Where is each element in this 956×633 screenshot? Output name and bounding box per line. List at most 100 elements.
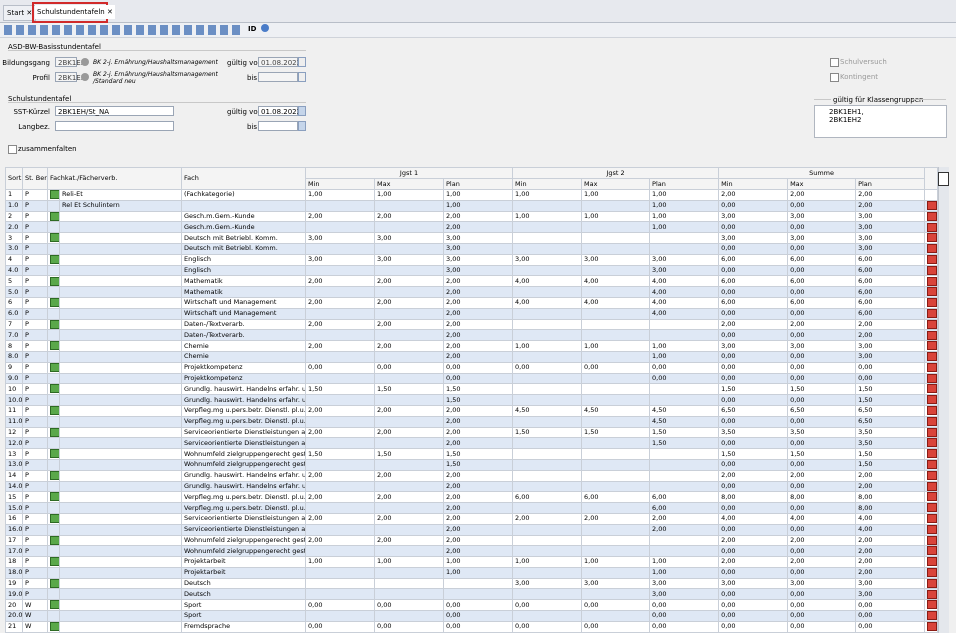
table-row[interactable]: 1.0PRel Et Schulintern1,001,000,000,002,… xyxy=(6,200,938,211)
table-row[interactable]: 14PGrundlg. hauswirt. Handelns erfahr. u… xyxy=(6,470,938,481)
edit-icon[interactable] xyxy=(50,471,60,480)
delete-button[interactable] xyxy=(927,590,937,599)
delete-button[interactable] xyxy=(927,406,937,415)
table-row[interactable]: 6PWirtschaft und Management2,002,002,004… xyxy=(6,297,938,308)
delete-button[interactable] xyxy=(927,384,937,393)
delete-button[interactable] xyxy=(927,482,937,491)
table-row[interactable]: 4.0PEnglisch3,003,000,000,006,00 xyxy=(6,265,938,276)
delete-button[interactable] xyxy=(927,212,937,221)
delete-button[interactable] xyxy=(927,374,937,383)
table-row[interactable]: 10PGrundlg. hauswirt. Handelns erfahr. u… xyxy=(6,384,938,395)
table-row[interactable]: 5.0PMathematik2,004,000,000,006,00 xyxy=(6,287,938,298)
edit-icon[interactable] xyxy=(50,622,60,631)
delete-button[interactable] xyxy=(927,536,937,545)
dropdown[interactable] xyxy=(298,57,306,67)
table-row[interactable]: 5PMathematik2,002,002,004,004,004,006,00… xyxy=(6,276,938,287)
edit-icon[interactable] xyxy=(50,233,60,242)
table-row[interactable]: 10.0PGrundlg. hauswirt. Handelns erfahr.… xyxy=(6,395,938,406)
checkbox[interactable] xyxy=(830,73,839,82)
delete-button[interactable] xyxy=(927,525,937,534)
delete-button[interactable] xyxy=(927,600,937,609)
delete-button[interactable] xyxy=(927,471,937,480)
column-header[interactable]: Plan xyxy=(650,179,719,190)
table-row[interactable]: 3.0PDeutsch mit Betriebl. Komm.3,000,000… xyxy=(6,243,938,254)
field[interactable]: 2BK1EH xyxy=(55,57,77,67)
table-row[interactable]: 4PEnglisch3,003,003,003,003,003,006,006,… xyxy=(6,254,938,265)
table-row[interactable]: 20.0WSport0,000,000,000,000,00 xyxy=(6,611,938,622)
delete-button[interactable] xyxy=(927,233,937,242)
table-row[interactable]: 11.0PVerpfleg.mg u.pers.betr. Dienstl. p… xyxy=(6,416,938,427)
delete-button[interactable] xyxy=(927,244,937,253)
help-icon[interactable] xyxy=(261,24,269,32)
table-row[interactable]: 2PGesch.m.Gem.-Kunde2,002,002,001,001,00… xyxy=(6,211,938,222)
field[interactable] xyxy=(55,121,174,131)
delete-button[interactable] xyxy=(927,223,937,232)
column-header[interactable]: Min xyxy=(719,179,788,190)
column-header[interactable]: Fachkat./Fächerverb. xyxy=(48,168,182,190)
edit-icon[interactable] xyxy=(50,536,60,545)
edit-icon[interactable] xyxy=(50,320,60,329)
column-header[interactable]: Fach xyxy=(182,168,306,190)
field[interactable] xyxy=(258,121,298,131)
table-row[interactable]: 9.0PProjektkompetenz0,000,000,000,000,00 xyxy=(6,373,938,384)
edit-icon[interactable] xyxy=(50,363,60,372)
delete-button[interactable] xyxy=(927,266,937,275)
column-header[interactable]: Max xyxy=(788,179,856,190)
edit-icon[interactable] xyxy=(50,492,60,501)
column-header[interactable]: Max xyxy=(375,179,444,190)
table-row[interactable]: 1PReli-Et(Fachkategorie)1,001,001,001,00… xyxy=(6,190,938,201)
edit-icon[interactable] xyxy=(50,277,60,286)
delete-button[interactable] xyxy=(927,557,937,566)
column-header[interactable]: Plan xyxy=(856,179,925,190)
tab[interactable]: Schulstundentafeln ✕ xyxy=(35,5,115,19)
delete-button[interactable] xyxy=(927,277,937,286)
delete-button[interactable] xyxy=(927,579,937,588)
edit-icon[interactable] xyxy=(50,557,60,566)
edit-icon[interactable] xyxy=(50,514,60,523)
delete-button[interactable] xyxy=(927,320,937,329)
delete-button[interactable] xyxy=(927,449,937,458)
table-row[interactable]: 19PDeutsch3,003,003,003,003,003,00 xyxy=(6,578,938,589)
table-row[interactable]: 17PWohnumfeld zielgruppengerecht gestal.… xyxy=(6,535,938,546)
table-row[interactable]: 13.0PWohnumfeld zielgruppengerecht gesta… xyxy=(6,459,938,470)
table-row[interactable]: 15.0PVerpfleg.mg u.pers.betr. Dienstl. p… xyxy=(6,503,938,514)
delete-button[interactable] xyxy=(927,428,937,437)
table-row[interactable]: 6.0PWirtschaft und Management2,004,000,0… xyxy=(6,308,938,319)
column-menu[interactable] xyxy=(938,172,949,186)
table-row[interactable]: 3PDeutsch mit Betriebl. Komm.3,003,003,0… xyxy=(6,233,938,244)
table-row[interactable]: 16.0PServiceorientierte Dienstleistungen… xyxy=(6,524,938,535)
table-row[interactable]: 8PChemie2,002,002,001,001,001,003,003,00… xyxy=(6,341,938,352)
edit-icon[interactable] xyxy=(50,212,60,221)
table-row[interactable]: 18PProjektarbeit1,001,001,001,001,001,00… xyxy=(6,557,938,568)
field[interactable]: 2BK1EH/St_NA xyxy=(55,106,174,116)
delete-button[interactable] xyxy=(927,341,937,350)
table-row[interactable]: 7.0PDaten-/Textverarb.2,000,000,002,00 xyxy=(6,330,938,341)
table-row[interactable]: 21WFremdsprache0,000,000,000,000,000,000… xyxy=(6,621,938,632)
delete-button[interactable] xyxy=(927,546,937,555)
edit-icon[interactable] xyxy=(50,449,60,458)
delete-button[interactable] xyxy=(927,298,937,307)
table-row[interactable]: 12PServiceorientierte Dienstleistungen a… xyxy=(6,427,938,438)
delete-button[interactable] xyxy=(927,492,937,501)
delete-button[interactable] xyxy=(927,460,937,469)
toolbar-icons[interactable] xyxy=(4,25,244,35)
table-row[interactable]: 16PServiceorientierte Dienstleistungen a… xyxy=(6,513,938,524)
delete-button[interactable] xyxy=(927,255,937,264)
delete-button[interactable] xyxy=(927,514,937,523)
table-row[interactable]: 20WSport0,000,000,000,000,000,000,000,00… xyxy=(6,600,938,611)
field[interactable] xyxy=(258,72,298,82)
edit-icon[interactable] xyxy=(50,384,60,393)
edit-icon[interactable] xyxy=(50,341,60,350)
edit-icon[interactable] xyxy=(50,579,60,588)
table-row[interactable]: 12.0PServiceorientierte Dienstleistungen… xyxy=(6,438,938,449)
delete-button[interactable] xyxy=(927,287,937,296)
table-row[interactable]: 9PProjektkompetenz0,000,000,000,000,000,… xyxy=(6,362,938,373)
delete-button[interactable] xyxy=(927,417,937,426)
table-row[interactable]: 15PVerpfleg.mg u.pers.betr. Dienstl. pl.… xyxy=(6,492,938,503)
edit-icon[interactable] xyxy=(50,298,60,307)
toolbar-button[interactable]: ID xyxy=(248,25,256,33)
edit-icon[interactable] xyxy=(50,190,60,199)
field[interactable]: 2BK1EH xyxy=(55,72,77,82)
field[interactable]: 01.08.2023 xyxy=(258,57,298,67)
column-header[interactable]: St. Bereich xyxy=(23,168,48,190)
